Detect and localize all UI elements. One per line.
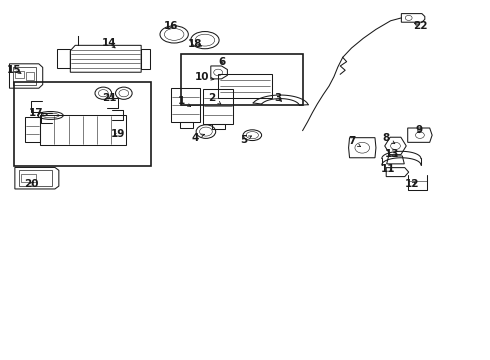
Text: 6: 6 (219, 57, 226, 67)
Text: 9: 9 (416, 125, 422, 135)
Text: 14: 14 (102, 38, 117, 48)
Text: 17: 17 (28, 108, 48, 118)
Text: 21: 21 (102, 93, 117, 103)
Text: 22: 22 (413, 21, 427, 31)
Text: 19: 19 (111, 129, 125, 139)
Text: 18: 18 (188, 39, 202, 49)
Text: 16: 16 (164, 21, 178, 31)
Text: 8: 8 (382, 133, 395, 144)
Text: 15: 15 (7, 64, 22, 75)
Text: 12: 12 (405, 179, 419, 189)
Text: 1: 1 (178, 96, 191, 107)
Text: 11: 11 (380, 164, 395, 174)
Text: 7: 7 (348, 136, 361, 147)
Text: 3: 3 (274, 93, 281, 103)
Text: 10: 10 (195, 72, 214, 82)
Text: 4: 4 (192, 133, 204, 143)
Text: 13: 13 (385, 149, 400, 159)
Text: 5: 5 (241, 135, 251, 145)
Text: 2: 2 (208, 93, 221, 104)
Text: 20: 20 (24, 179, 38, 189)
